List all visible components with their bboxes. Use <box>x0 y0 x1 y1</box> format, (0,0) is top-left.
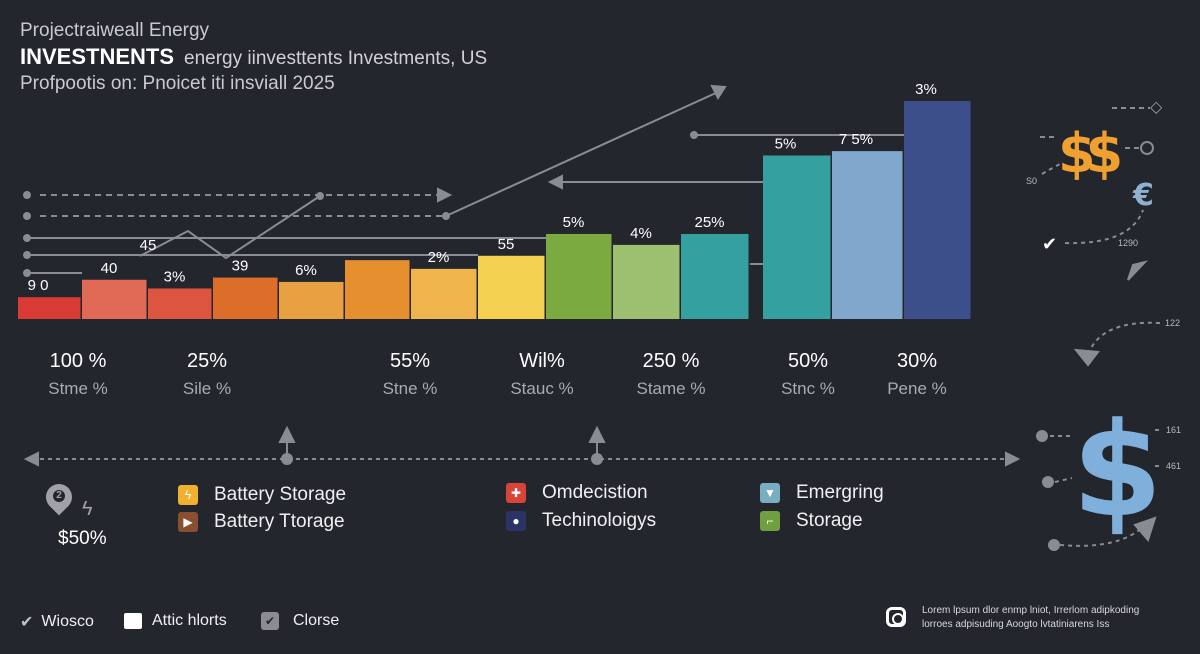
euro-icon: € <box>1132 178 1154 213</box>
bar <box>411 268 477 319</box>
side-label: 461 <box>1166 461 1181 471</box>
bar <box>613 244 680 319</box>
bar <box>82 279 147 319</box>
bar-label: 40 <box>101 260 118 277</box>
side-label: 122 <box>1165 318 1180 328</box>
currency-icons: $$ € $ ✔ ◇ <box>1042 97 1163 546</box>
header-line1: Projectraiweall Energy <box>20 20 210 41</box>
side-label: 1290 <box>1118 238 1138 248</box>
guide-lines <box>23 84 1163 551</box>
check-icon: ✔ <box>1042 234 1057 255</box>
bar <box>763 155 831 319</box>
legend-item: ✚ Omdecistion <box>506 482 648 504</box>
bar-label: 2% <box>428 249 450 266</box>
bar-labels: 9 0 40 3% 39 6% 2% 55 5% 4% 25% 5% 7 5% 3% <box>28 81 937 294</box>
bar-label: 5% <box>563 214 585 231</box>
double-dollar-icon: $$ <box>1058 122 1120 185</box>
bar <box>546 233 612 319</box>
legend-item: ● Techinoloigys <box>506 510 656 532</box>
footer-item-close[interactable]: ✔ Clorse <box>261 612 339 630</box>
bar <box>681 233 749 319</box>
bar-label: 39 <box>232 258 249 275</box>
step-icon: ⌐ <box>760 511 780 531</box>
legend-item: ▼ Emergring <box>760 482 884 504</box>
stat-item: 25% Sile % <box>182 350 232 398</box>
bar <box>904 101 971 319</box>
person-icon: ✚ <box>506 483 526 503</box>
side-label: 161 <box>1166 425 1181 435</box>
side-label: S0 <box>1026 176 1037 186</box>
bar-label: 3% <box>915 81 937 98</box>
subtitle: Profpootis on: Pnoicet iti insviall 2025 <box>20 73 335 94</box>
title-bold: INVESTNENTS <box>20 44 175 69</box>
bar <box>18 297 81 319</box>
dot-icon: ● <box>506 511 526 531</box>
instagram-icon[interactable] <box>886 607 906 627</box>
badge-value: $50% <box>58 528 107 549</box>
bar <box>478 255 545 319</box>
bar-label: 3% <box>164 268 186 285</box>
bar <box>148 288 212 319</box>
title-rest: energy iinvesttents Investments, US <box>184 48 488 69</box>
stat-item: 30% Pene % <box>887 350 947 398</box>
bar-label: 25% <box>694 214 724 231</box>
arrow-down-icon: ▼ <box>760 483 780 503</box>
bar <box>279 281 344 319</box>
checkbox-icon: ✔ <box>261 612 279 630</box>
stat-item: 55% Stne % <box>382 350 438 398</box>
dollar-large-icon: $ <box>1072 394 1162 546</box>
lightning-icon: ϟ <box>82 498 93 520</box>
stat-item: 50% Stnc % <box>781 350 835 398</box>
bolt-icon: ϟ <box>178 485 198 505</box>
bar-label: 4% <box>630 225 652 242</box>
bar <box>345 260 410 319</box>
bar-label: 9 0 <box>28 277 49 294</box>
bars <box>18 101 971 319</box>
bar-label: 5% <box>775 136 797 153</box>
legend-item: ▶ Battery Ttorage <box>178 511 345 533</box>
stat-item: 250 % Stame % <box>636 350 706 398</box>
pin-number: 2 <box>53 490 65 502</box>
bar <box>213 277 278 319</box>
footer-item-wiosco[interactable]: ✔ Wiosco <box>20 613 94 631</box>
check-icon: ✔ <box>20 614 34 631</box>
play-icon: ▶ <box>178 512 198 532</box>
footer-item-attic[interactable]: Attic hlorts <box>124 612 227 630</box>
bar-label: 7 5% <box>839 131 873 148</box>
legend-item: ⌐ Storage <box>760 510 863 532</box>
footer-text: Lorem lpsum dlor enmp lniot, Irrerlom ad… <box>922 605 1140 630</box>
shield-check-icon: ◇ <box>1150 97 1163 116</box>
bar-label: 55 <box>498 236 515 253</box>
home-icon <box>124 613 142 629</box>
legend-item: ϟ Battery Storage <box>178 484 346 506</box>
bar <box>832 151 903 319</box>
bar-label: 6% <box>295 262 317 279</box>
extra-label: 45 <box>140 237 157 254</box>
stat-item: 100 % Stme % <box>48 350 108 398</box>
page-title: INVESTNENTS energy iinvesttents Investmen… <box>20 44 487 70</box>
stat-item: Wil% Stauc % <box>510 350 574 398</box>
